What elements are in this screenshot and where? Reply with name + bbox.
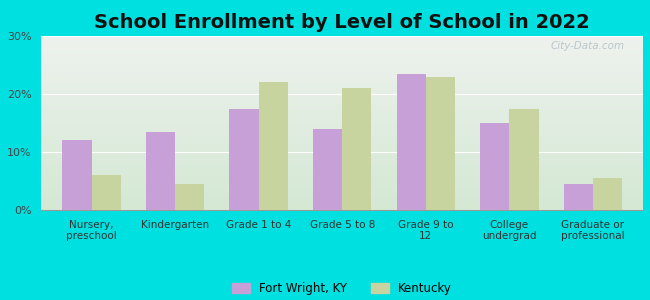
Bar [146,132,175,210]
Bar [92,175,121,210]
Bar [480,123,510,210]
Bar [62,140,92,210]
Text: City-Data.com: City-Data.com [551,41,625,51]
Title: School Enrollment by Level of School in 2022: School Enrollment by Level of School in … [94,13,590,32]
Bar [175,184,204,210]
Bar [396,74,426,210]
Bar [593,178,622,210]
Bar [229,109,259,210]
Legend: Fort Wright, KY, Kentucky: Fort Wright, KY, Kentucky [227,278,457,300]
Bar [343,88,372,210]
Bar [259,82,288,210]
Bar [426,76,455,210]
Bar [313,129,343,210]
Bar [564,184,593,210]
Bar [510,109,539,210]
